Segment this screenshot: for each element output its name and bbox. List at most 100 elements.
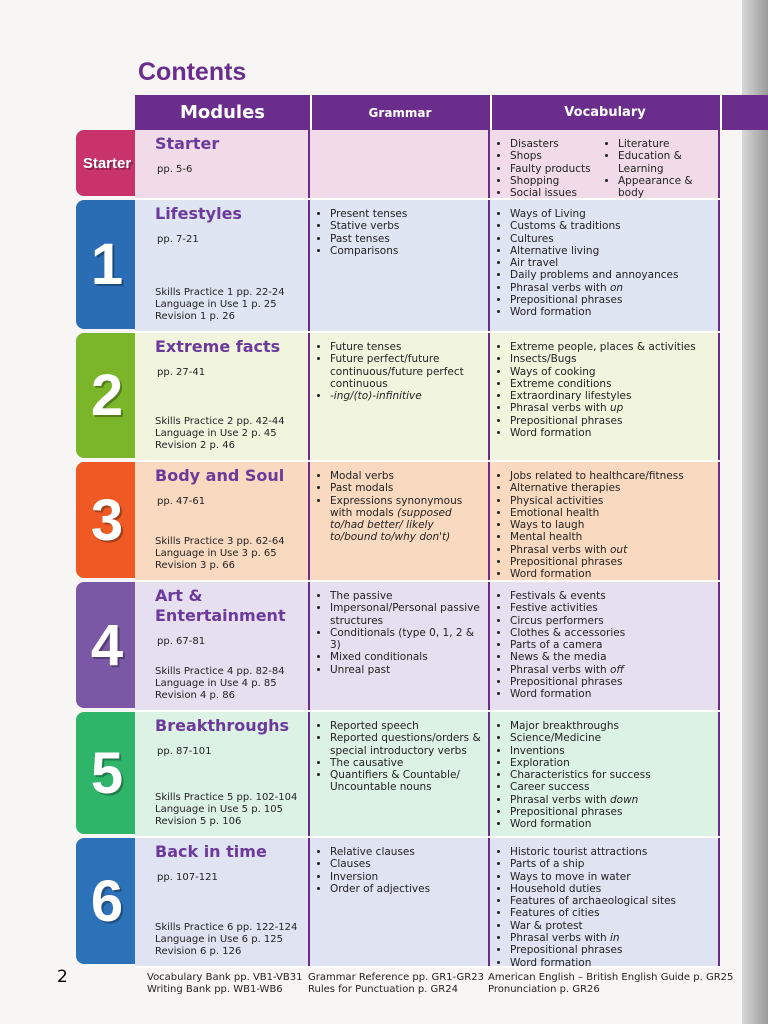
- module-title: Starter: [155, 134, 220, 153]
- row-cells: Extreme facts pp. 27-41 Skills Practice 2 …: [135, 333, 720, 462]
- skills-line: Revision 4 p. 86: [155, 690, 235, 701]
- skills-line: Language in Use 3 p. 65: [155, 548, 277, 559]
- list-item: Phrasal verbs with out: [510, 544, 712, 556]
- footer-link[interactable]: Rules for Punctuation p. GR24: [308, 984, 458, 995]
- list-item: Word formation: [510, 688, 712, 700]
- footer-link[interactable]: Pronunciation p. GR26: [488, 984, 600, 995]
- list-item: Ways of cooking: [510, 366, 712, 378]
- page-number: 2: [57, 967, 68, 987]
- footer-link[interactable]: Vocabulary Bank pp. VB1-VB31: [147, 972, 303, 983]
- module-title: Extreme facts: [155, 337, 281, 356]
- module-pages: pp. 7-21: [157, 234, 199, 245]
- bullet-list: Reported speechReported questions/orders…: [316, 720, 482, 794]
- list-item: Word formation: [510, 818, 712, 830]
- module-pages: pp. 67-81: [157, 636, 206, 647]
- skills-line: Skills Practice 3 pp. 62-64: [155, 536, 285, 547]
- list-item: Word formation: [510, 957, 712, 969]
- bullet-list: Historic tourist attractionsParts of a s…: [496, 846, 712, 969]
- list-item: War & protest: [510, 920, 712, 932]
- item-text: Expressions synonymous with modals: [330, 494, 463, 519]
- module-cell: Extreme facts pp. 27-41 Skills Practice 2 …: [135, 333, 310, 460]
- footer-col-1: Vocabulary Bank pp. VB1-VB31 Writing Bank…: [147, 972, 302, 996]
- list-item: Prepositional phrases: [510, 556, 712, 568]
- vocabulary-cell: DisastersShopsFaulty productsShoppingSoc…: [490, 130, 720, 199]
- list-item: Ways to laugh: [510, 519, 712, 531]
- list-item: Phrasal verbs with down: [510, 794, 712, 806]
- list-item: Phrasal verbs with on: [510, 282, 712, 294]
- grammar-cell: The passiveImpersonal/Personal passive s…: [310, 582, 490, 710]
- list-item: Mixed conditionals: [330, 651, 482, 663]
- module-cell: Starter pp. 5-6: [135, 130, 310, 198]
- module-row: 1 Lifestyles pp. 7-21 Skills Practice 1 pp.…: [70, 200, 768, 333]
- list-item: Daily problems and annoyances: [510, 269, 712, 281]
- list-item: Shops: [510, 150, 604, 162]
- module-title: Lifestyles: [155, 204, 242, 223]
- list-item: Phrasal verbs with off: [510, 664, 712, 676]
- module-title: Body and Soul: [155, 466, 285, 485]
- list-item: Inversion: [330, 871, 482, 883]
- list-item: Relative clauses: [330, 846, 482, 858]
- list-item: Quantifiers & Countable/ Uncountable nou…: [330, 769, 482, 794]
- skills-line: Language in Use 5 p. 105: [155, 804, 284, 815]
- footer-link[interactable]: Grammar Reference pp. GR1-GR23: [308, 972, 484, 983]
- list-item: Festivals & events: [510, 590, 712, 602]
- list-item: Faulty products: [510, 163, 604, 175]
- bullet-list: Jobs related to healthcare/fitnessAltern…: [496, 470, 712, 581]
- module-tab: 1: [76, 200, 138, 329]
- list-item: Historic tourist attractions: [510, 846, 712, 858]
- list-item: Customs & traditions: [510, 220, 712, 232]
- module-tab: 3: [76, 462, 138, 578]
- list-item: Future tenses: [330, 341, 482, 353]
- module-tab: 5: [76, 712, 138, 834]
- module-row: 2 Extreme facts pp. 27-41 Skills Practice 2…: [70, 333, 768, 462]
- skills-line: Skills Practice 6 pp. 122-124: [155, 922, 298, 933]
- list-item: Reported questions/orders & special intr…: [330, 732, 482, 757]
- grammar-cell: Reported speechReported questions/orders…: [310, 712, 490, 836]
- skills-line: Revision 1 p. 26: [155, 311, 235, 322]
- module-pages: pp. 47-61: [157, 496, 206, 507]
- list-item: Festive activities: [510, 602, 712, 614]
- list-item: Major breakthroughs: [510, 720, 712, 732]
- list-item: Household duties: [510, 883, 712, 895]
- skills-pages: Skills Practice 3 pp. 62-64 Language in U…: [155, 536, 285, 572]
- row-cells: Art & Entertainment pp. 67-81 Skills Pract…: [135, 582, 720, 712]
- list-item: Characteristics for success: [510, 769, 712, 781]
- skills-line: Skills Practice 4 pp. 82-84: [155, 666, 285, 677]
- list-item: Extraordinary lifestyles: [510, 390, 712, 402]
- module-cell: Lifestyles pp. 7-21 Skills Practice 1 pp. …: [135, 200, 310, 331]
- list-item: Extreme people, places & activities: [510, 341, 712, 353]
- list-item: Impersonal/Personal passive structures: [330, 602, 482, 627]
- item-text: Phrasal verbs with: [510, 402, 610, 415]
- module-title: Back in time: [155, 842, 267, 861]
- grammar-cell: Modal verbsPast modalsExpressions synony…: [310, 462, 490, 580]
- header-vocabulary: Vocabulary: [490, 95, 722, 130]
- skills-line: Skills Practice 1 pp. 22-24: [155, 287, 285, 298]
- skills-pages: Skills Practice 1 pp. 22-24 Language in U…: [155, 287, 285, 323]
- list-item: Air travel: [510, 257, 712, 269]
- module-title: Art & Entertainment: [155, 586, 286, 625]
- module-row: Starter Starter pp. 5-6 DisastersShopsFault…: [70, 130, 768, 200]
- row-cells: Body and Soul pp. 47-61 Skills Practice 3 …: [135, 462, 720, 582]
- footer-link[interactable]: Writing Bank pp. WB1-WB6: [147, 984, 283, 995]
- vocabulary-cell: Festivals & eventsFestive activitiesCirc…: [490, 582, 720, 710]
- list-item: Present tenses: [330, 208, 482, 220]
- footer-link[interactable]: American English – British English Guide…: [488, 972, 734, 983]
- skills-line: Revision 3 p. 66: [155, 560, 235, 571]
- bullet-list: Major breakthroughsScience/MedicineInven…: [496, 720, 712, 831]
- list-item: Prepositional phrases: [510, 415, 712, 427]
- list-item: News & the media: [510, 651, 712, 663]
- skills-pages: Skills Practice 4 pp. 82-84 Language in U…: [155, 666, 285, 702]
- header-modules: Modules: [135, 95, 312, 130]
- list-item: Extreme conditions: [510, 378, 712, 390]
- item-emphasis: -ing/(to)-infinitive: [330, 390, 422, 403]
- list-item: Shopping: [510, 175, 604, 187]
- bullet-list: Ways of LivingCustoms & traditionsCultur…: [496, 208, 712, 319]
- item-emphasis: (supposed to/had better/ likely to/bound…: [330, 506, 452, 544]
- list-item: Clothes & accessories: [510, 627, 712, 639]
- module-pages: pp. 107-121: [157, 872, 218, 883]
- page-edge: [742, 0, 768, 1024]
- grammar-cell: Present tensesStative verbsPast tensesCo…: [310, 200, 490, 331]
- skills-line: Skills Practice 5 pp. 102-104: [155, 792, 298, 803]
- bullet-list: Present tensesStative verbsPast tensesCo…: [316, 208, 482, 257]
- list-item: Clauses: [330, 858, 482, 870]
